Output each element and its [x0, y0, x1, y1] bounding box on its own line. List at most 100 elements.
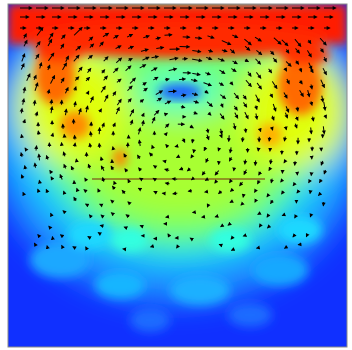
velocity-vector	[218, 82, 225, 86]
velocity-vector	[245, 79, 252, 88]
velocity-vector	[232, 60, 238, 65]
velocity-vector	[121, 189, 126, 195]
velocity-vector	[190, 138, 195, 144]
velocity-vector	[49, 105, 54, 114]
velocity-vector	[137, 154, 141, 159]
velocity-vector	[164, 32, 173, 37]
velocity-vector	[47, 38, 53, 47]
velocity-vector	[97, 232, 102, 236]
velocity-vector	[272, 57, 278, 63]
velocity-vector	[50, 212, 54, 218]
velocity-vector	[231, 68, 237, 73]
velocity-vector	[242, 233, 248, 237]
velocity-vector	[283, 92, 288, 99]
velocity-vector	[45, 188, 50, 194]
velocity-vector	[35, 40, 41, 48]
velocity-vector	[129, 108, 135, 117]
velocity-vector	[189, 237, 194, 242]
velocity-vector	[101, 176, 106, 182]
velocity-vector	[208, 48, 214, 53]
velocity-vector	[163, 112, 169, 117]
velocity-vector	[205, 71, 212, 76]
velocity-vector	[45, 154, 50, 160]
velocity-vector	[270, 199, 275, 205]
velocity-vector	[112, 67, 119, 74]
velocity-vector	[115, 57, 123, 64]
velocity-vector	[309, 68, 314, 74]
velocity-vector	[243, 169, 248, 176]
velocity-vector	[37, 233, 42, 239]
velocity-vector	[320, 79, 325, 89]
velocity-vector	[24, 147, 29, 152]
velocity-vector	[257, 211, 262, 215]
velocity-vector	[49, 169, 54, 175]
velocity-vector	[101, 69, 106, 74]
velocity-vector	[112, 122, 116, 128]
velocity-vector	[127, 98, 132, 103]
velocity-vector	[128, 45, 135, 50]
velocity-vector	[75, 187, 80, 193]
velocity-vector	[84, 177, 89, 182]
velocity-vector	[176, 244, 181, 249]
velocity-vector	[151, 55, 160, 60]
velocity-vector	[308, 178, 312, 184]
velocity-vector	[142, 82, 147, 87]
velocity-vector	[21, 98, 26, 105]
velocity-vector	[174, 143, 179, 148]
velocity-vector	[204, 177, 210, 181]
velocity-vector	[103, 75, 108, 81]
velocity-vector	[113, 34, 119, 39]
velocity-vector	[19, 107, 24, 114]
velocity-vector	[73, 86, 77, 91]
velocity-vector	[309, 84, 314, 90]
velocity-vector	[115, 106, 120, 115]
velocity-vector	[228, 156, 233, 162]
velocity-vector	[137, 139, 142, 147]
velocity-vector	[295, 60, 300, 65]
velocity-vector	[306, 50, 312, 58]
velocity-vector	[218, 133, 223, 139]
velocity-vector	[63, 163, 68, 169]
velocity-vector	[230, 235, 235, 240]
velocity-vector	[50, 132, 55, 137]
velocity-vector	[48, 32, 54, 40]
velocity-vector	[270, 115, 275, 121]
velocity-vector	[192, 58, 203, 63]
velocity-vector	[153, 76, 159, 81]
velocity-vector	[97, 126, 102, 135]
velocity-vector	[310, 116, 315, 122]
velocity-vector	[190, 154, 195, 159]
velocity-vector	[137, 187, 143, 192]
velocity-vector	[190, 78, 198, 83]
velocity-vector	[206, 56, 213, 61]
velocity-vector	[34, 82, 39, 91]
velocity-vector	[85, 76, 91, 82]
velocity-vector	[129, 119, 134, 126]
domain-border	[7, 3, 348, 348]
velocity-vector	[214, 179, 219, 184]
velocity-vector	[111, 146, 116, 151]
velocity-vector	[75, 45, 82, 51]
velocity-vector	[254, 36, 262, 42]
velocity-vector	[219, 94, 227, 100]
velocity-vector	[256, 50, 263, 56]
velocity-vector	[164, 77, 170, 82]
velocity-vector	[233, 105, 238, 111]
velocity-vector	[220, 223, 225, 228]
velocity-vector	[85, 246, 89, 251]
velocity-vector	[243, 128, 248, 134]
velocity-vector	[97, 188, 102, 193]
velocity-vector	[153, 190, 158, 195]
velocity-vector	[283, 159, 288, 164]
velocity-vector	[247, 71, 252, 77]
velocity-vector	[240, 136, 245, 143]
velocity-vector	[125, 65, 132, 72]
velocity-vector	[232, 122, 237, 131]
velocity-vector	[269, 93, 274, 98]
velocity-vector	[151, 144, 155, 150]
velocity-vector	[322, 102, 327, 111]
velocity-vector	[38, 61, 43, 69]
velocity-vector	[32, 99, 37, 106]
velocity-vector	[84, 105, 89, 113]
